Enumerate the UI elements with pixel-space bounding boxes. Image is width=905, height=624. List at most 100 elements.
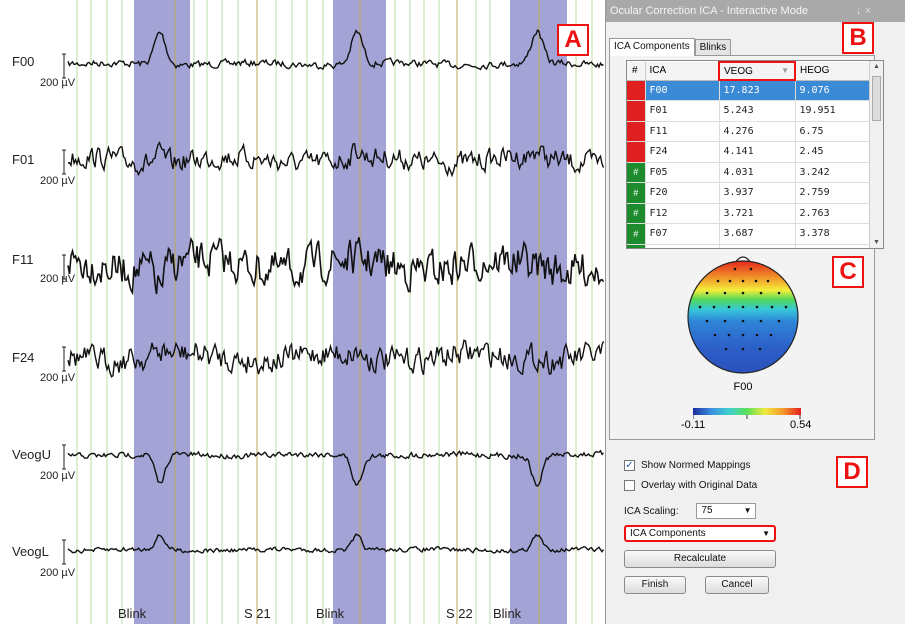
titlebar-controls-icon[interactable]: ↓ × [856, 5, 871, 17]
scale-bar [62, 346, 66, 372]
row-flag: # [627, 223, 646, 245]
finish-button[interactable]: Finish [624, 576, 686, 594]
electrode-dot [716, 279, 720, 283]
electrode-dot [713, 333, 717, 337]
col-flag-header[interactable]: # [627, 62, 646, 81]
electrode-dot [723, 319, 727, 323]
ica-scaling-select[interactable]: 75 ▼ [696, 503, 757, 519]
table-row[interactable]: # F12 3.721 2.763 [627, 203, 872, 224]
ica-table: # ICA VEOG ▼ HEOG F00 17.823 9.076 F01 5.243… [627, 61, 872, 248]
overlay-label: Overlay with Original Data [641, 479, 758, 491]
cancel-button[interactable]: Cancel [705, 576, 769, 594]
topomap-label: F00 [733, 381, 753, 393]
colorbar-min: -0.11 [681, 419, 706, 431]
electrode-dot [727, 305, 731, 309]
channel-label-f11: F11 [12, 252, 34, 267]
ica-scaling-value: 75 [701, 505, 713, 516]
table-row[interactable]: F24 4.141 2.45 [627, 141, 872, 163]
table-row[interactable]: # F07 3.687 3.378 [627, 223, 872, 245]
row-flag: # [627, 162, 646, 183]
row-flag: # [627, 203, 646, 224]
col-ica-header[interactable]: ICA [645, 62, 720, 81]
show-normed-mappings-checkbox[interactable]: ✓ Show Normed Mappings [624, 455, 894, 475]
row-veog-value: 4.276 [719, 121, 796, 142]
row-veog-value: 3.937 [719, 182, 796, 204]
electrode-dot [723, 291, 727, 295]
table-row[interactable]: # F20 3.937 2.759 [627, 182, 872, 204]
overlay-checkbox-box[interactable] [624, 479, 635, 491]
eeg-view[interactable]: F00 200 µV F01 200 µV F11 200 µV F24 200… [0, 0, 605, 624]
col-heog-header[interactable]: HEOG [795, 62, 872, 81]
tab-content: # ICA VEOG ▼ HEOG F00 17.823 9.076 F01 5.243… [609, 55, 884, 440]
row-veog-value: 3.721 [719, 203, 796, 224]
row-flag [627, 100, 646, 122]
channel-scale-veogl: 200 µV [40, 567, 76, 579]
electrode-dot [766, 279, 770, 283]
row-heog-value: 2.759 [795, 182, 872, 204]
eeg-trace [67, 28, 604, 71]
row-veog-value: 17.823 [719, 80, 796, 101]
row-heog-value: 9.076 [795, 80, 872, 101]
marker-blink-2: Blink [316, 606, 345, 621]
scroll-down-icon[interactable]: ▼ [873, 239, 880, 246]
row-flag [627, 141, 646, 163]
show-normed-checkbox-box[interactable]: ✓ [624, 459, 635, 471]
row-ica-name: F07 [645, 223, 720, 245]
view-mode-select[interactable]: ICA Components ▼ [624, 525, 776, 542]
electrode-dot [741, 347, 745, 351]
grid-scrollbar[interactable]: ▲ ▼ [869, 61, 883, 248]
table-row[interactable]: F11 4.276 6.75 [627, 121, 872, 142]
ica-scaling-row: ICA Scaling: 75 ▼ [624, 503, 757, 519]
table-row[interactable]: F01 5.243 19.951 [627, 100, 872, 122]
row-ica-name: F12 [645, 203, 720, 224]
scroll-up-icon[interactable]: ▲ [873, 63, 880, 70]
row-veog-value: 5.243 [719, 100, 796, 122]
electrode-dot [741, 291, 745, 295]
row-veog-value: 3.687 [719, 223, 796, 245]
marker-s22: S 22 [446, 606, 473, 621]
eeg-traces-canvas [62, 0, 605, 624]
row-heog-value: 2.45 [795, 141, 872, 163]
row-veog-value: 4.141 [719, 141, 796, 163]
electrode-dot [705, 319, 709, 323]
row-flag: # [627, 244, 646, 248]
scale-bar [62, 254, 66, 280]
ica-panel: Ocular Correction ICA - Interactive Mode… [605, 0, 905, 624]
row-heog-value: 19.951 [795, 100, 872, 122]
eeg-trace [67, 236, 605, 296]
table-row[interactable]: F00 17.823 9.076 [627, 80, 872, 101]
table-row[interactable]: # F05 4.031 3.242 [627, 162, 872, 183]
overlay-original-checkbox[interactable]: Overlay with Original Data [624, 475, 894, 495]
row-ica-name: F15 [645, 244, 720, 248]
row-ica-name: F00 [645, 80, 720, 101]
recalculate-button[interactable]: Recalculate [624, 550, 776, 568]
row-flag [627, 121, 646, 142]
tab-blinks[interactable]: Blinks [694, 39, 732, 56]
sort-desc-icon: ▼ [781, 66, 789, 75]
eeg-trace [67, 339, 605, 378]
col-veog-header[interactable]: VEOG ▼ [718, 61, 796, 81]
row-ica-name: F20 [645, 182, 720, 204]
row-flag: # [627, 182, 646, 204]
row-heog-value: 3.242 [795, 162, 872, 183]
channel-label-f01: F01 [12, 152, 35, 167]
panel-titlebar: Ocular Correction ICA - Interactive Mode… [606, 0, 905, 22]
tab-ica-components[interactable]: ICA Components [609, 38, 695, 56]
electrode-dot [741, 305, 745, 309]
row-ica-name: F01 [645, 100, 720, 122]
electrode-dot [741, 333, 745, 337]
electrode-dot [784, 305, 788, 309]
electrode-dot [754, 279, 758, 283]
callout-c: C [832, 256, 864, 288]
channel-scale-veogu: 200 µV [40, 470, 76, 482]
options-panel: ✓ Show Normed Mappings Overlay with Orig… [624, 455, 894, 594]
ica-scaling-label: ICA Scaling: [624, 505, 679, 517]
table-header-row: # ICA VEOG ▼ HEOG [627, 61, 872, 81]
view-mode-value: ICA Components [630, 528, 706, 539]
ica-grid[interactable]: # ICA VEOG ▼ HEOG F00 17.823 9.076 F01 5.243… [626, 60, 884, 249]
row-ica-name: F05 [645, 162, 720, 183]
table-row[interactable]: #F153.6432.355 [627, 244, 872, 248]
electrode-dot [759, 291, 763, 295]
panel-tabs: ICA Components Blinks [609, 38, 732, 56]
scrollbar-thumb[interactable] [872, 76, 881, 121]
